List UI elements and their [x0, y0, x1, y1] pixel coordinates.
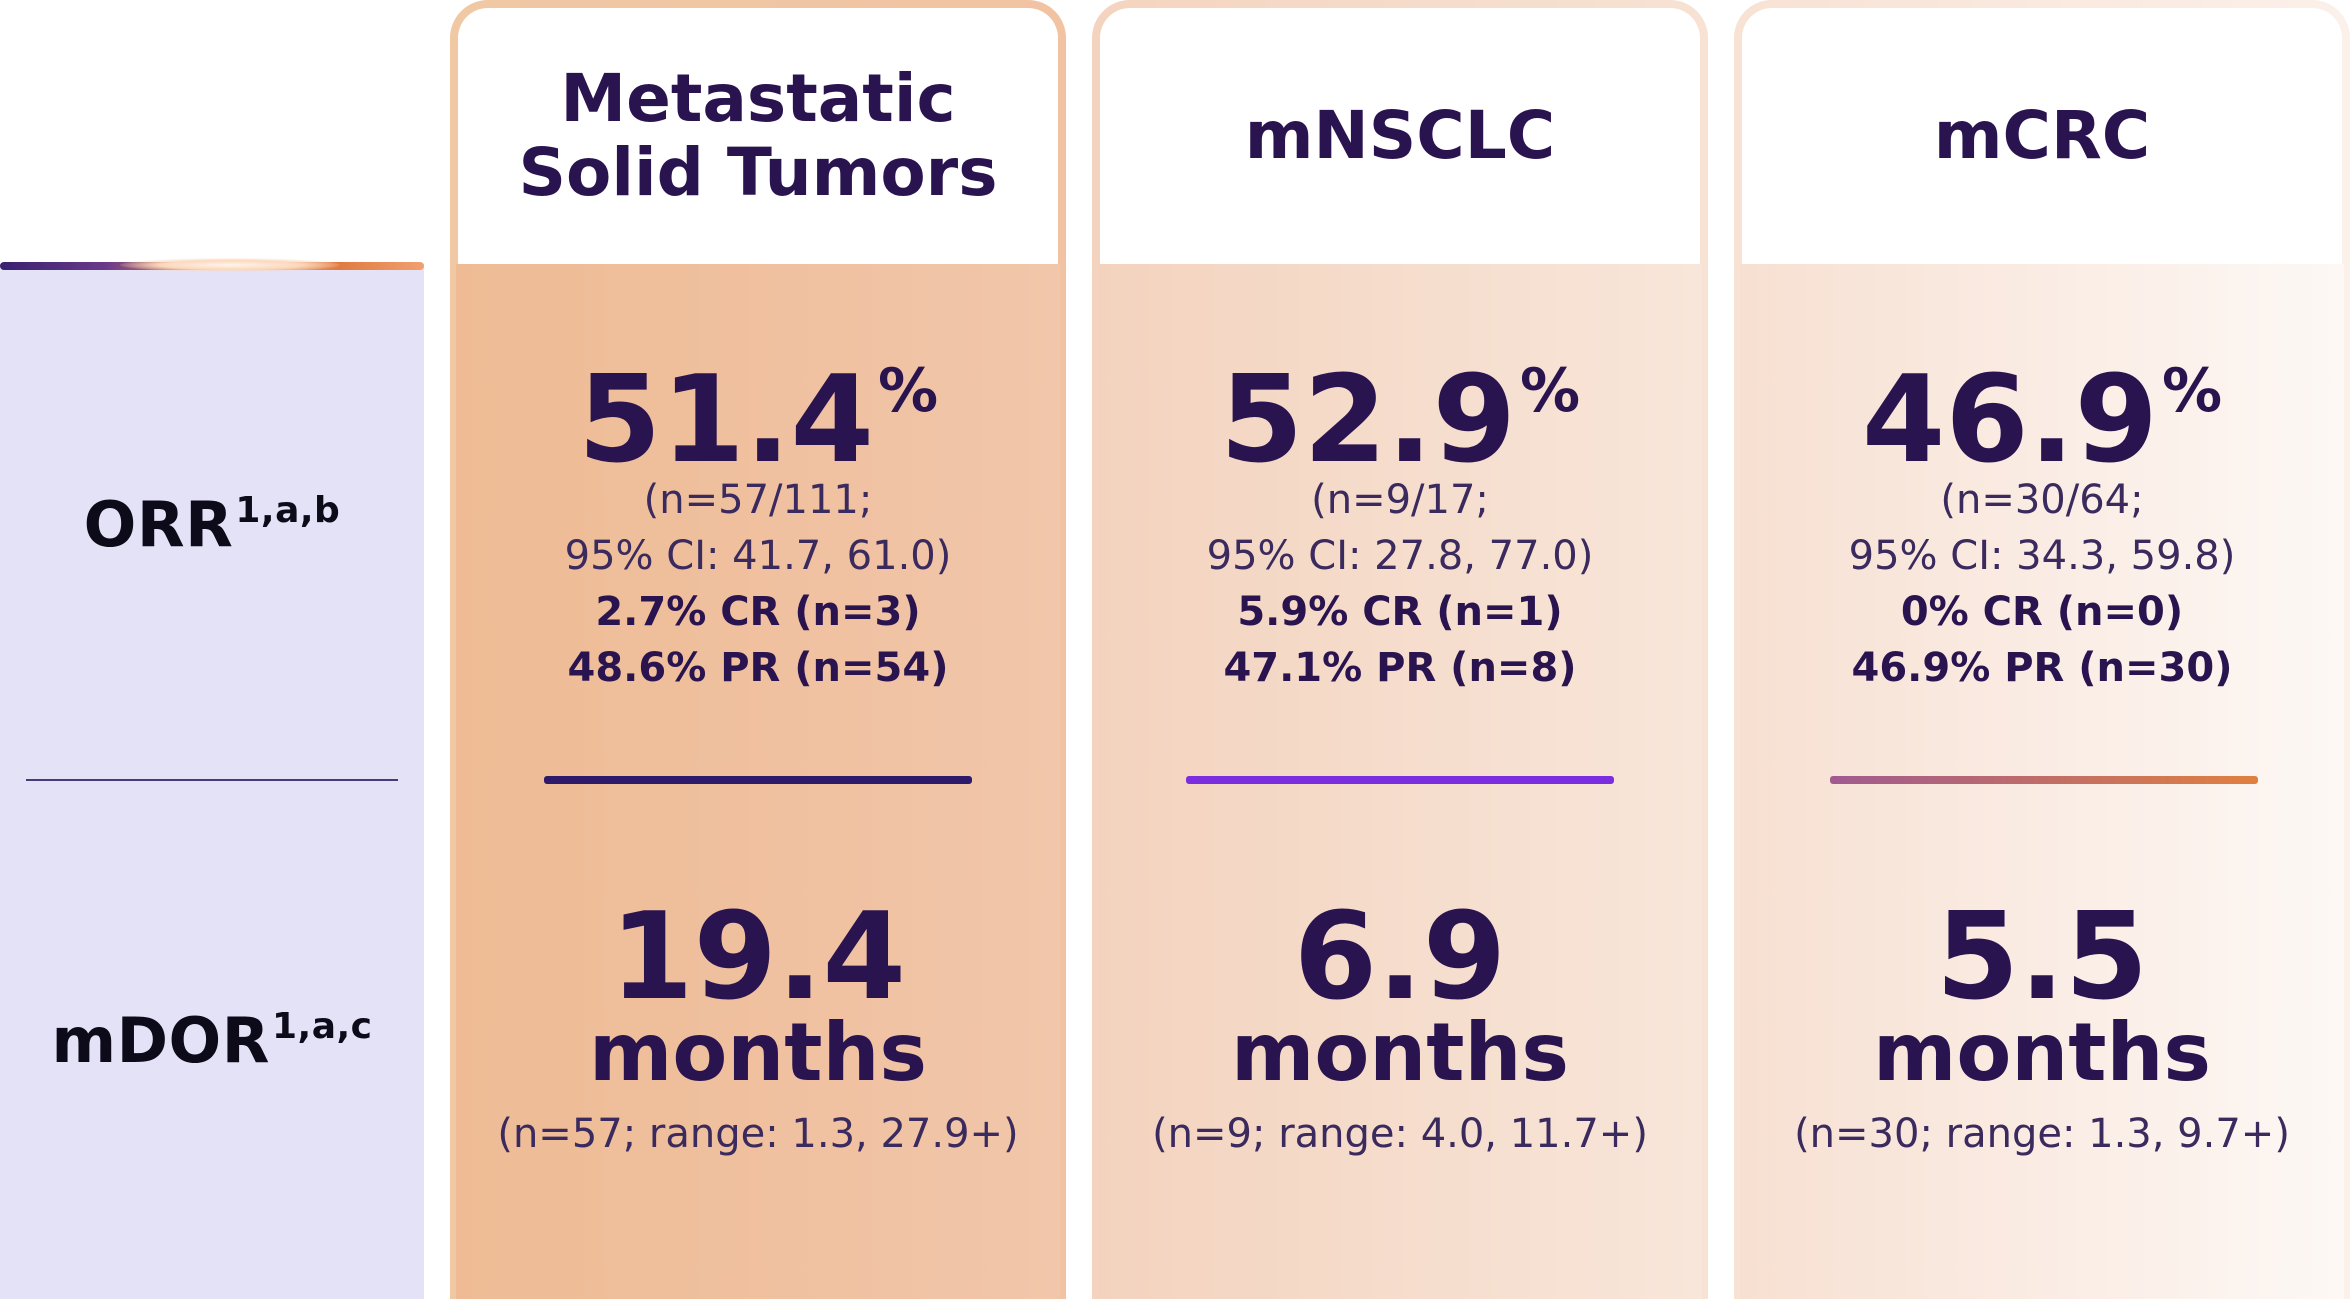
orr-n: (n=30/64; [1940, 477, 2144, 523]
section-divider-bar [1830, 776, 2258, 784]
column-title: mNSCLC [1244, 97, 1556, 174]
mdor-unit: months [1872, 1006, 2212, 1099]
orr-n: (n=9/17; [1311, 477, 1489, 523]
mdor-value: 19.4 [609, 888, 907, 1027]
column-metastatic-solid-tumors: Metastatic Solid Tumors 51.4% (n=57/111;… [450, 0, 1066, 1299]
orr-value: 51.4% [577, 351, 939, 490]
pr-value: 48.6% PR (n=54) [567, 645, 949, 691]
row-divider [26, 779, 398, 781]
label-column-glow [120, 258, 340, 272]
orr-value: 52.9% [1219, 351, 1581, 490]
column-header: mNSCLC [1100, 8, 1700, 264]
mdor-unit: months [1230, 1006, 1570, 1099]
cr-value: 5.9% CR (n=1) [1237, 589, 1563, 635]
cr-value: 0% CR (n=0) [1900, 589, 2184, 635]
mdor-range: (n=30; range: 1.3, 9.7+) [1794, 1111, 2290, 1157]
section-divider-bar [544, 776, 972, 784]
column-title: mCRC [1933, 97, 2151, 174]
column-mcrc: mCRC 46.9% (n=30/64; 95% CI: 34.3, 59.8)… [1734, 0, 2350, 1299]
column-mnsclc: mNSCLC 52.9% (n=9/17; 95% CI: 27.8, 77.0… [1092, 0, 1708, 1299]
mdor-range: (n=9; range: 4.0, 11.7+) [1152, 1111, 1648, 1157]
mdor-row-label: mDOR1,a,c [51, 1004, 373, 1077]
column-header: Metastatic Solid Tumors [458, 8, 1058, 264]
orr-ci: 95% CI: 41.7, 61.0) [564, 533, 952, 579]
pr-value: 46.9% PR (n=30) [1851, 645, 2233, 691]
column-title: Metastatic Solid Tumors [518, 60, 998, 211]
mdor-unit: months [588, 1006, 928, 1099]
row-label-column [0, 264, 424, 1299]
pr-value: 47.1% PR (n=8) [1223, 645, 1577, 691]
mdor-range: (n=57; range: 1.3, 27.9+) [497, 1111, 1019, 1157]
column-header: mCRC [1742, 8, 2342, 264]
orr-ci: 95% CI: 34.3, 59.8) [1848, 533, 2236, 579]
mdor-value: 5.5 [1935, 888, 2149, 1027]
orr-ci: 95% CI: 27.8, 77.0) [1206, 533, 1594, 579]
mdor-value: 6.9 [1293, 888, 1507, 1027]
section-divider-bar [1186, 776, 1614, 784]
cr-value: 2.7% CR (n=3) [595, 589, 921, 635]
orr-value: 46.9% [1861, 351, 2223, 490]
orr-n: (n=57/111; [643, 477, 873, 523]
orr-row-label: ORR1,a,b [83, 488, 341, 561]
